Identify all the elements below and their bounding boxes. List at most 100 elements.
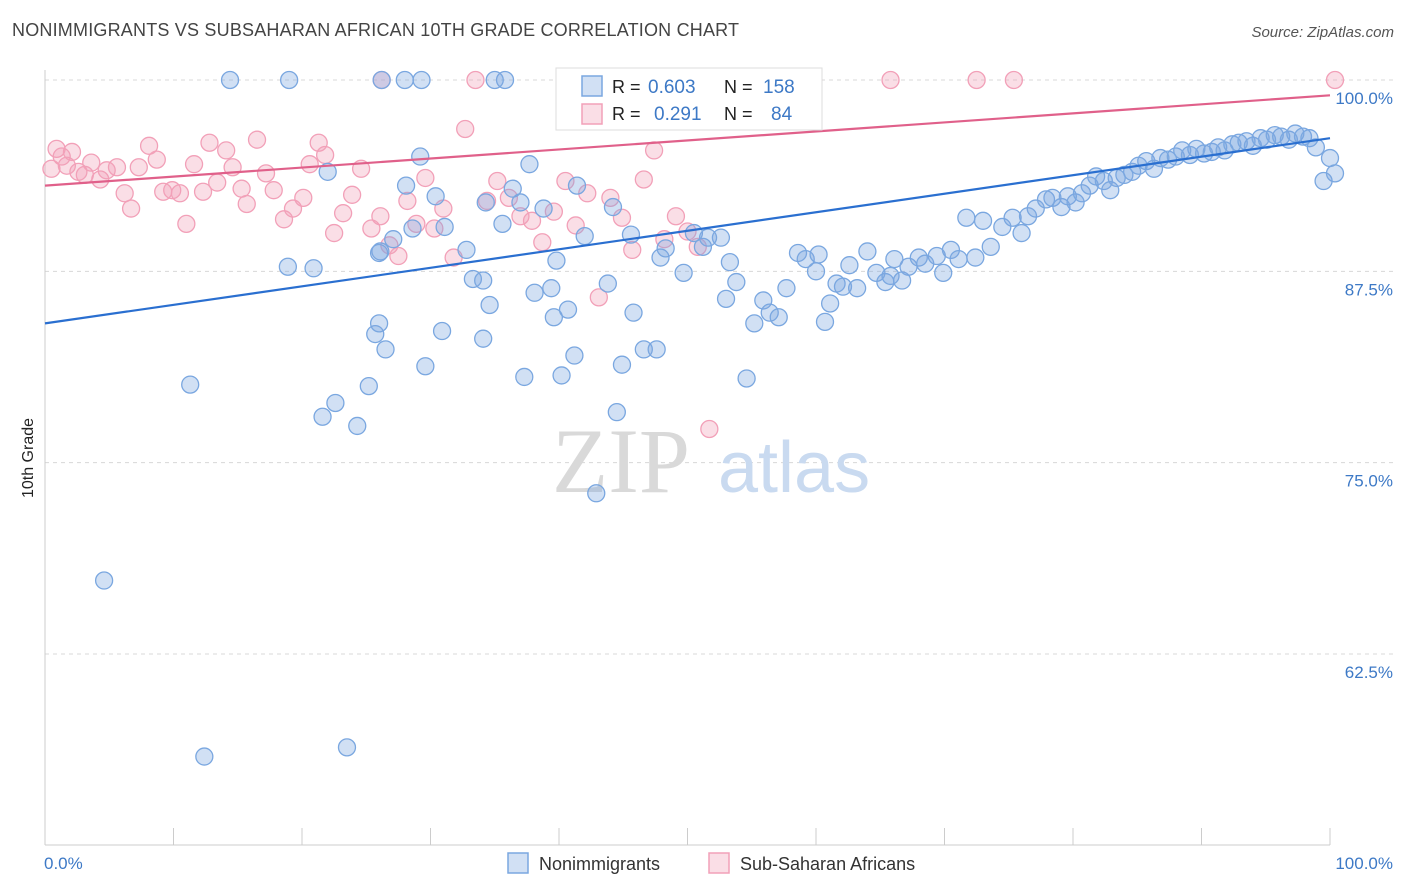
chart-title: NONIMMIGRANTS VS SUBSAHARAN AFRICAN 10TH… bbox=[12, 20, 740, 40]
point-nonimmigrants bbox=[727, 272, 746, 292]
point-sub-saharan-africans bbox=[522, 211, 542, 230]
point-sub-saharan-africans bbox=[511, 207, 530, 226]
point-nonimmigrants bbox=[474, 271, 493, 290]
point-sub-saharan-africans bbox=[1004, 70, 1024, 90]
trend-line-nonimmigrants bbox=[44, 137, 1331, 325]
bottom-legend-label-nonimmigrants: Nonimmigrants bbox=[539, 854, 660, 874]
point-nonimmigrants bbox=[503, 179, 522, 198]
point-nonimmigrants bbox=[693, 237, 713, 256]
point-nonimmigrants bbox=[542, 279, 561, 298]
point-nonimmigrants bbox=[395, 70, 414, 90]
point-nonimmigrants bbox=[547, 251, 566, 270]
point-sub-saharan-africans bbox=[324, 223, 344, 243]
legend-swatch-blue bbox=[581, 75, 603, 97]
point-nonimmigrants bbox=[840, 256, 859, 275]
point-sub-saharan-africans bbox=[107, 158, 127, 177]
point-sub-saharan-africans bbox=[42, 159, 61, 178]
point-sub-saharan-africans bbox=[91, 170, 110, 189]
point-sub-saharan-africans bbox=[139, 136, 159, 155]
point-nonimmigrants bbox=[567, 176, 587, 195]
y-tick-label: 87.5% bbox=[1345, 280, 1393, 299]
point-sub-saharan-africans bbox=[247, 130, 267, 149]
point-nonimmigrants bbox=[511, 193, 530, 212]
point-nonimmigrants bbox=[376, 340, 395, 359]
point-nonimmigrants bbox=[318, 162, 337, 181]
legend-swatch-pink bbox=[581, 103, 603, 125]
point-sub-saharan-africans bbox=[342, 185, 362, 204]
point-nonimmigrants bbox=[384, 230, 403, 249]
x-tick-label-min: 0.0% bbox=[44, 854, 83, 873]
point-sub-saharan-africans bbox=[294, 188, 313, 208]
point-nonimmigrants bbox=[495, 70, 515, 90]
point-sub-saharan-africans bbox=[193, 182, 213, 201]
x-ticks bbox=[44, 828, 1331, 845]
point-nonimmigrants bbox=[432, 321, 452, 341]
point-nonimmigrants bbox=[634, 340, 653, 359]
point-nonimmigrants bbox=[544, 308, 564, 327]
point-sub-saharan-africans bbox=[97, 161, 116, 180]
point-nonimmigrants bbox=[1036, 190, 1056, 209]
point-nonimmigrants bbox=[485, 70, 504, 90]
point-sub-saharan-africans bbox=[121, 199, 141, 218]
legend-r-label-1: R = bbox=[612, 77, 641, 97]
point-nonimmigrants bbox=[809, 245, 828, 264]
point-nonimmigrants bbox=[412, 70, 431, 90]
watermark-zip: ZIP bbox=[552, 410, 690, 512]
point-nonimmigrants bbox=[575, 226, 594, 246]
point-sub-saharan-africans bbox=[398, 191, 417, 211]
point-sub-saharan-africans bbox=[264, 181, 283, 200]
point-nonimmigrants bbox=[426, 187, 445, 206]
x-tick-labels: 0.0% 100.0% bbox=[44, 854, 1393, 873]
point-sub-saharan-africans bbox=[237, 194, 256, 214]
point-nonimmigrants bbox=[716, 289, 736, 309]
point-sub-saharan-africans bbox=[300, 155, 319, 174]
point-nonimmigrants bbox=[647, 340, 666, 359]
point-sub-saharan-africans bbox=[499, 188, 519, 208]
point-sub-saharan-africans bbox=[362, 219, 381, 238]
point-nonimmigrants bbox=[949, 249, 968, 269]
point-nonimmigrants bbox=[369, 314, 389, 333]
point-nonimmigrants bbox=[598, 274, 617, 293]
watermark: ZIP atlas bbox=[552, 410, 870, 512]
point-nonimmigrants bbox=[885, 249, 904, 269]
point-nonimmigrants bbox=[220, 70, 240, 90]
legend-n-label-2: N = bbox=[724, 104, 753, 124]
point-nonimmigrants bbox=[847, 279, 867, 298]
point-sub-saharan-africans bbox=[688, 237, 707, 256]
point-nonimmigrants bbox=[587, 484, 606, 503]
point-nonimmigrants bbox=[348, 416, 367, 436]
trend-line-sub-saharan-africans bbox=[44, 94, 1331, 187]
series-nonimmigrants bbox=[94, 70, 1345, 766]
point-sub-saharan-africans bbox=[62, 142, 82, 162]
point-sub-saharan-africans bbox=[544, 202, 564, 221]
legend: R = 0.603 N = 158 R = 0.291 N = 84 bbox=[555, 67, 823, 131]
point-nonimmigrants bbox=[760, 303, 779, 322]
point-nonimmigrants bbox=[359, 376, 378, 396]
point-sub-saharan-africans bbox=[256, 164, 276, 183]
point-nonimmigrants bbox=[534, 199, 553, 218]
y-axis-label: 10th Grade bbox=[20, 418, 37, 498]
point-nonimmigrants bbox=[777, 279, 796, 298]
point-sub-saharan-africans bbox=[217, 141, 236, 160]
bottom-legend-swatch-blue bbox=[507, 852, 529, 874]
point-sub-saharan-africans bbox=[881, 70, 900, 90]
point-sub-saharan-africans bbox=[488, 171, 507, 191]
point-sub-saharan-africans bbox=[177, 214, 196, 234]
point-nonimmigrants bbox=[603, 197, 623, 217]
point-nonimmigrants bbox=[745, 314, 764, 333]
point-nonimmigrants bbox=[1052, 197, 1071, 217]
point-nonimmigrants bbox=[1080, 176, 1099, 195]
point-nonimmigrants bbox=[1325, 164, 1345, 183]
point-nonimmigrants bbox=[396, 176, 416, 195]
point-nonimmigrants bbox=[674, 263, 693, 283]
point-nonimmigrants bbox=[1072, 184, 1092, 203]
point-nonimmigrants bbox=[326, 393, 345, 413]
point-nonimmigrants bbox=[820, 294, 840, 313]
point-nonimmigrants bbox=[656, 239, 675, 258]
point-sub-saharan-africans bbox=[232, 179, 251, 198]
point-nonimmigrants bbox=[493, 214, 512, 234]
source-label: Source: ZipAtlas.com bbox=[1251, 24, 1394, 41]
point-nonimmigrants bbox=[1026, 199, 1045, 218]
point-nonimmigrants bbox=[1306, 138, 1326, 157]
